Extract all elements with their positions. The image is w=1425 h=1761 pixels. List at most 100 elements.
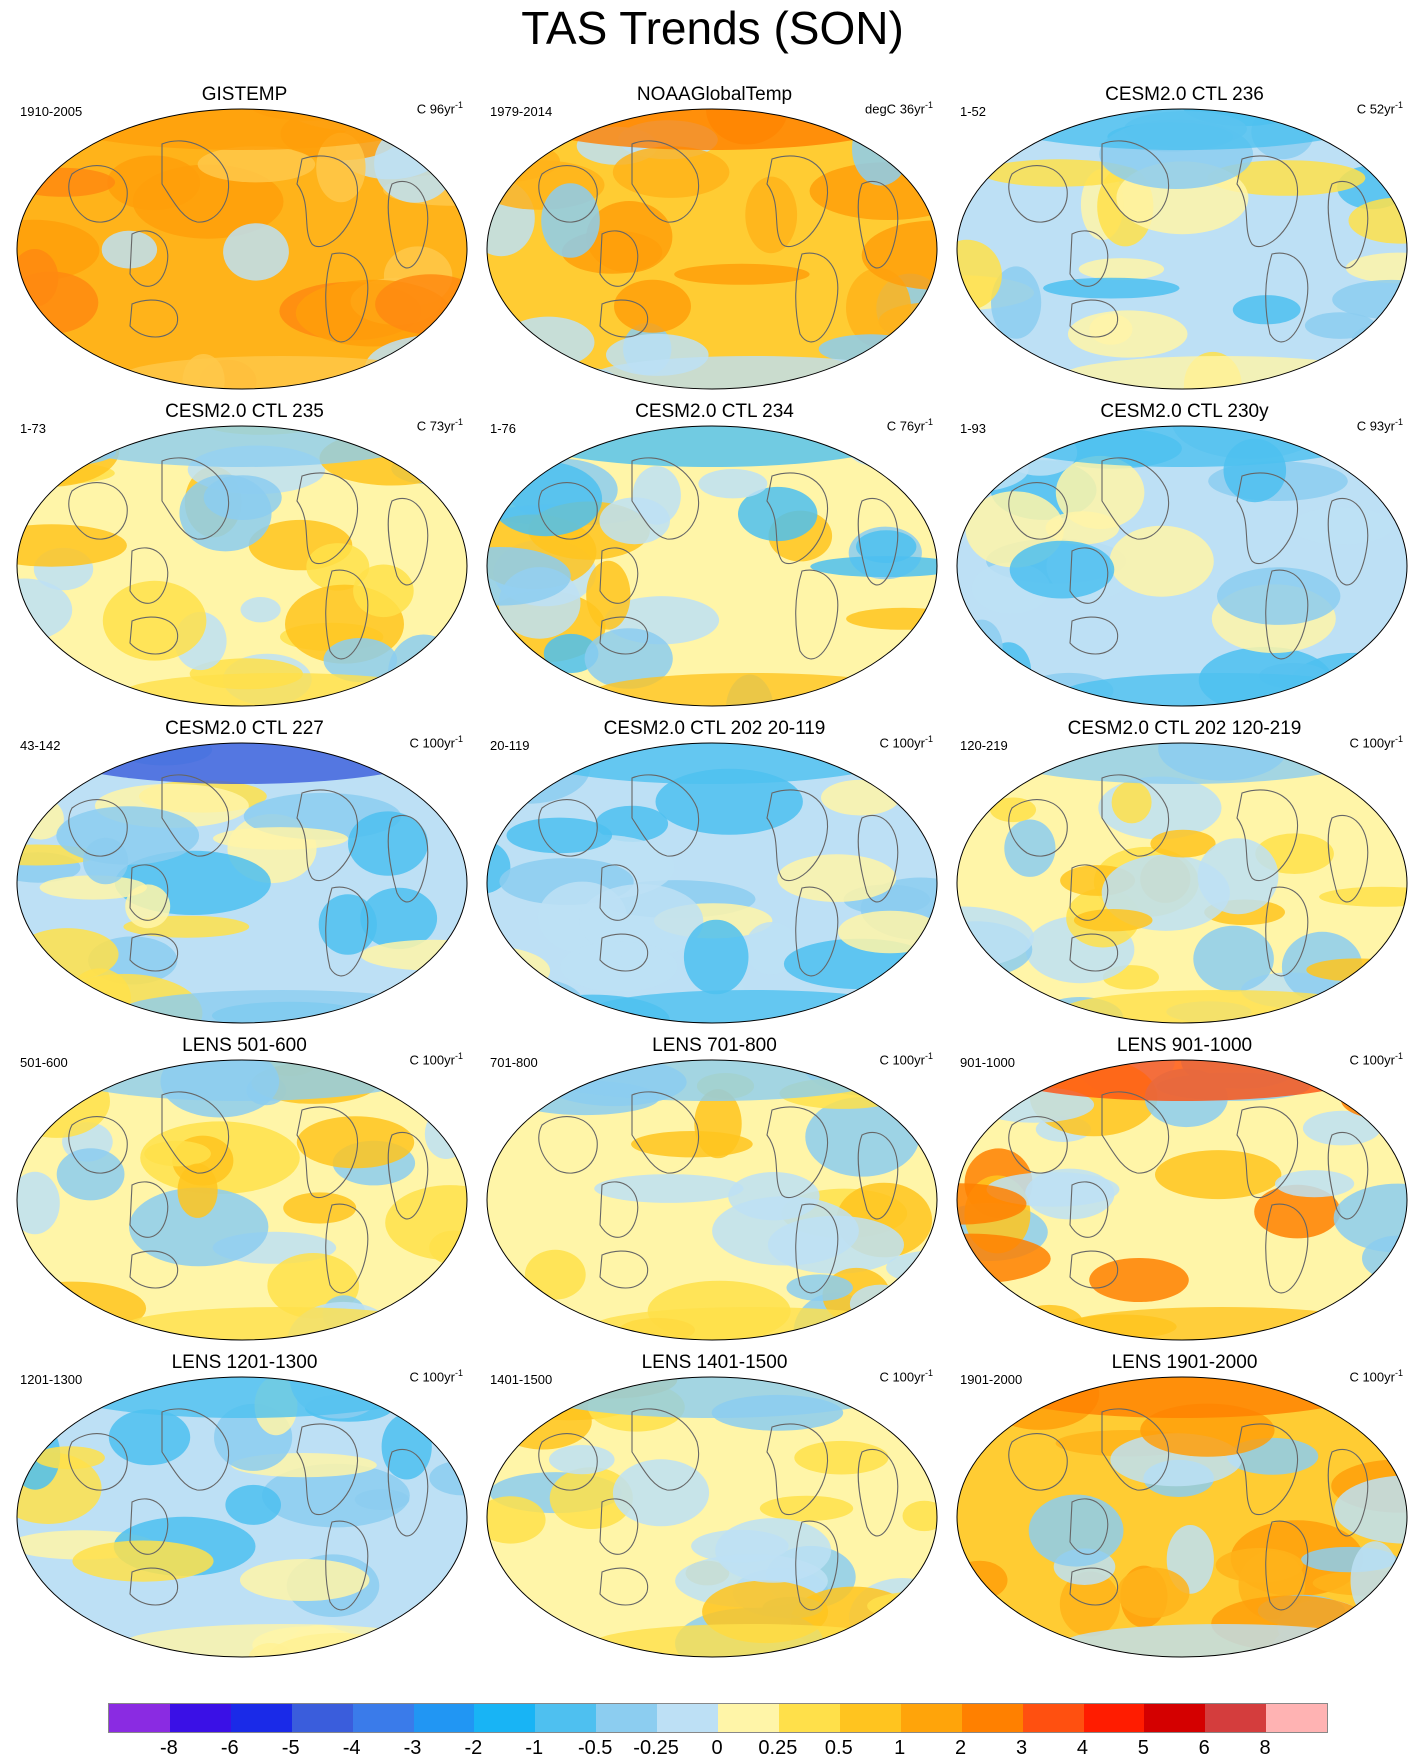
rate-exponent: -1 [924,734,933,744]
map-panel: CESM2.0 CTL 230y 1-93 C 93yr-1 [952,401,1417,713]
colorbar-label: 5 [1137,1737,1149,1759]
coastline [795,252,839,343]
map-outline [486,108,938,390]
panel-title: CESM2.0 CTL 230y [1100,401,1269,422]
rate-exponent: -1 [924,1368,933,1378]
coastline [631,1091,700,1174]
coastline [1008,165,1068,223]
coastline [1265,569,1309,660]
panel-title: CESM2.0 CTL 227 [165,718,324,739]
panel-period: 1201-1300 [20,1372,83,1387]
units-label: C [1349,1052,1363,1068]
arctic-band [982,743,1382,784]
anomaly-region [1357,356,1407,389]
panel-title: LENS 1901-2000 [1111,1352,1258,1373]
anomaly-region [759,1495,854,1522]
anomaly-region [197,146,316,183]
coastline [631,774,700,857]
coastline [766,1423,829,1516]
coastline [599,230,639,287]
anomaly-region [892,109,937,126]
arctic-band [512,1377,912,1418]
panel-title: LENS 901-1000 [1116,1035,1253,1056]
coastline [795,569,839,660]
anomaly-region [410,649,467,691]
anomaly-region [360,939,467,971]
coastline [599,1498,639,1555]
coastline [1008,1116,1068,1174]
anomaly-region [786,1274,853,1301]
coastline [68,482,128,540]
anomaly-region [810,556,937,578]
anomaly-region [396,991,467,1023]
panel-period: 501-600 [20,1055,68,1070]
coastline [325,886,369,977]
coastline [129,616,179,655]
anomaly-region [1304,312,1376,339]
map-panel: GISTEMP 1910-2005 C 96yr-1 [12,84,477,396]
anomaly-region [856,530,917,563]
anomaly-region [715,1518,832,1583]
coastline [599,1567,649,1606]
units-label: C [1349,1369,1363,1385]
anomaly-region [56,806,200,865]
coastline [1101,1408,1170,1491]
panel-units: C 52yr-1 [1357,100,1403,116]
coastline [1327,1448,1369,1537]
anomaly-region [83,837,129,885]
map-outline [16,108,468,390]
world-map [486,108,938,390]
rate-value: 73yr [429,418,455,434]
colorbar-label: -2 [464,1737,483,1759]
panel-units: C 76yr-1 [887,417,933,433]
rate-value: 100yr [1362,735,1395,751]
coastline [1327,180,1369,269]
anomaly-region [502,316,595,368]
panel-units: C 100yr-1 [879,734,933,750]
map-panel: CESM2.0 CTL 236 1-52 C 52yr-1 [952,84,1417,396]
world-map [16,425,468,707]
colorbar-labels: -8 -6 -5 -4 -3 -2 -1 -0.5 -0.25 0 0.25 0.5 1 2 3 4 5 6 8 [108,1737,1326,1761]
anomaly-region [985,642,1032,700]
world-map [956,425,1408,707]
coastline [387,180,429,269]
coastline [161,1408,230,1491]
anomaly-region [1351,1619,1402,1657]
anomaly-region [487,840,511,894]
map-panel: CESM2.0 CTL 235 1-73 C 73yr-1 [12,401,477,713]
coastline [1069,1181,1109,1238]
panel-period: 1901-2000 [960,1372,1023,1387]
anomaly-region [891,115,937,163]
colorbar-label: 1 [894,1737,906,1759]
rate-exponent: -1 [924,417,933,427]
map-outline [16,742,468,1024]
world-map [486,425,938,707]
panel-title: NOAAGlobalTemp [636,84,793,105]
units-label: C [886,418,900,434]
anomaly-region [614,279,691,333]
coastline [599,1250,649,1289]
colorbar-box [778,1704,840,1732]
anomaly-region [812,1642,880,1657]
anomaly-region [1009,540,1115,599]
rate-exponent: -1 [454,1051,463,1061]
anomaly-region [957,239,1002,311]
panel-units: C 100yr-1 [409,1368,463,1384]
anomaly-region [549,1445,615,1475]
anomaly-region [1348,197,1407,244]
anomaly-region [794,1440,889,1475]
map-outline [956,425,1408,707]
panel-title: CESM2.0 CTL 235 [165,401,324,422]
anomaly-region [595,805,669,842]
anomaly-region [306,543,370,591]
anomaly-region [683,919,749,995]
coastline [538,1433,598,1491]
colorbar-box [1144,1704,1206,1732]
units-label: C [409,1369,423,1385]
coastline [538,799,598,857]
panel-period: 901-1000 [960,1055,1015,1070]
coastline [1101,457,1170,540]
coastline [1101,774,1170,857]
rate-exponent: -1 [1394,100,1403,110]
anomaly-region [805,1097,920,1177]
